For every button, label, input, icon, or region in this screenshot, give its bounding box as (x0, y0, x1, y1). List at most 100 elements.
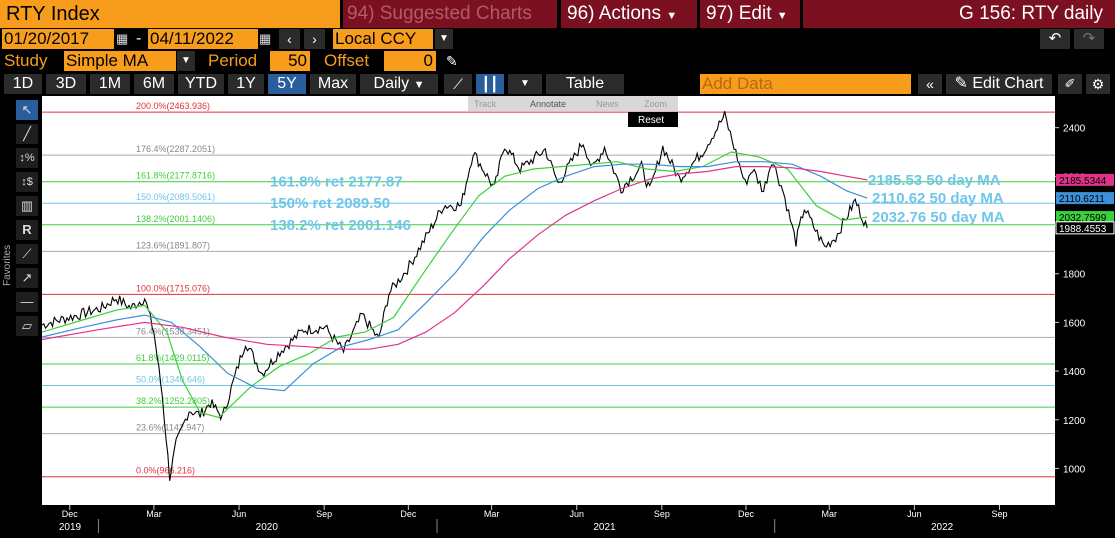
bar-chart-icon[interactable]: ┃┃ (476, 74, 504, 94)
actions-menu[interactable]: 96) Actions ▼ (561, 0, 697, 28)
pencil-icon: ✎ (954, 75, 968, 92)
edit-menu[interactable]: 97) Edit ▼ (700, 0, 800, 28)
series-line-ma200 (41, 166, 868, 350)
x-tick-label: Jun (569, 509, 584, 519)
chart-annotation[interactable]: 138.2% ret 2001.146 (270, 217, 411, 234)
track-mode-button[interactable]: Track (474, 99, 497, 109)
previous-period-button[interactable]: ‹ (279, 29, 300, 49)
reset-button[interactable] (628, 112, 678, 127)
x-tick-label: Mar (822, 509, 838, 519)
series-line-price (41, 111, 868, 481)
table-button[interactable]: Table (546, 74, 624, 94)
chart-annotation[interactable]: 150% ret 2089.50 (270, 195, 390, 212)
chart-annotation[interactable]: 2110.62 50 day MA (872, 190, 1004, 207)
x-tick-label: Dec (400, 509, 417, 519)
edit-label: 97) Edit (706, 3, 772, 24)
range-3d[interactable]: 3D (46, 74, 86, 94)
fibonacci-tool-icon[interactable]: ▥ (16, 196, 38, 216)
redo-icon[interactable]: ↷ (1074, 29, 1104, 49)
add-data-input[interactable]: Add Data (700, 74, 911, 94)
fib-level-label: 100.0%(1715.076) (136, 283, 210, 293)
x-tick-label: Sep (991, 509, 1007, 519)
year-label: 2021 (593, 522, 616, 533)
fib-level-label: 76.4%(1538.3451) (136, 326, 210, 336)
currency-select[interactable]: Local CCY (333, 29, 433, 49)
range-1m[interactable]: 1M (90, 74, 130, 94)
frequency-select[interactable]: Daily ▼ (360, 74, 438, 94)
range-max[interactable]: Max (310, 74, 356, 94)
x-tick-label: Dec (738, 509, 755, 519)
dollar-tool-icon[interactable]: ↕$ (16, 172, 38, 192)
calendar-icon[interactable]: ▦ (116, 31, 129, 46)
chevron-down-icon: ▼ (666, 10, 678, 22)
range-1y[interactable]: 1Y (228, 74, 264, 94)
chevron-down-icon[interactable]: ▼ (177, 51, 195, 71)
last-value-tag (1055, 221, 1115, 235)
fib-level-label: 150.0%(2089.5061) (136, 192, 215, 202)
zoom-mode-button[interactable]: Zoom (644, 99, 667, 109)
chevron-down-icon[interactable]: ▼ (508, 74, 542, 94)
pencil-icon[interactable]: ✎ (446, 53, 458, 69)
range-6m[interactable]: 6M (134, 74, 174, 94)
frequency-label: Daily (373, 75, 410, 92)
year-label: 2022 (931, 522, 954, 533)
calendar-icon[interactable]: ▦ (259, 31, 272, 46)
fib-level-label: 38.2%(1252.2805) (136, 396, 210, 406)
x-tick-label: Sep (654, 509, 670, 519)
channel-icon[interactable]: ▱ (16, 316, 38, 336)
ray-icon[interactable]: ↗ (16, 268, 38, 288)
line-draw-icon[interactable]: ╱ (16, 124, 38, 144)
range-bar: 1D 3D 1M 6M YTD 1Y 5Y Max Daily ▼ ⟋ ┃┃ ▼… (0, 72, 1115, 96)
annotate-icon[interactable]: ✐ (1058, 74, 1082, 94)
fib-level-label: 176.4%(2287.2051) (136, 144, 215, 154)
start-date-field[interactable]: 01/20/2017 (2, 29, 114, 49)
fib-level-label: 61.8%(1429.0115) (136, 353, 209, 363)
fib-level-label: 0.0%(966.216) (136, 466, 195, 476)
end-date-field[interactable]: 04/11/2022 (148, 29, 258, 49)
drawing-tools-sidebar: Favorites ↖ ╱ ↕% ↕$ ▥ R ⟋ ↗ — ▱ (0, 96, 42, 533)
range-5y[interactable]: 5Y (268, 74, 306, 94)
line-chart-icon[interactable]: ⟋ (444, 74, 472, 94)
percent-tool-icon[interactable]: ↕% (16, 148, 38, 168)
cursor-icon[interactable]: ↖ (16, 100, 38, 120)
x-tick-label: Mar (146, 509, 162, 519)
range-1d[interactable]: 1D (4, 74, 42, 94)
favorites-tab[interactable]: Favorites (2, 244, 13, 286)
last-value-label: 2185.5344 (1059, 176, 1107, 187)
chevron-down-icon[interactable]: ▼ (435, 29, 453, 49)
range-ytd[interactable]: YTD (178, 74, 224, 94)
undo-icon[interactable]: ↶ (1040, 29, 1070, 49)
fib-level-label: 23.6%(1142.947) (136, 423, 204, 433)
top-bar: RTY Index 94) Suggested Charts 96) Actio… (0, 0, 1115, 28)
fib-level-label: 138.2%(2001.1406) (136, 214, 215, 224)
suggested-charts-button[interactable]: 94) Suggested Charts (343, 0, 557, 28)
period-input[interactable]: 50 (270, 51, 310, 71)
x-tick-label: Dec (62, 509, 79, 519)
chart-area[interactable]: 200.0%(2463.936) 176.4%(2287.2051) 161.8%(… (41, 96, 1115, 533)
text-tool-icon[interactable]: R (16, 220, 38, 240)
news-mode-button[interactable]: News (596, 99, 619, 109)
trendline-icon[interactable]: ⟋ (16, 244, 38, 264)
chart-annotation[interactable]: 2032.76 50 day MA (872, 209, 1005, 226)
offset-input[interactable]: 0 (384, 51, 436, 71)
last-value-label: 1988.4553 (1059, 224, 1107, 235)
y-tick-label: 2400 (1063, 124, 1086, 135)
y-tick-label: 1200 (1063, 416, 1086, 427)
chart-annotation[interactable]: 161.8% ret 2177.87 (270, 174, 403, 191)
study-select[interactable]: Simple MA (64, 51, 176, 71)
y-tick-label: 1600 (1063, 318, 1086, 329)
fib-level-label: 123.6%(1891.807) (136, 240, 210, 250)
period-label: Period (208, 51, 258, 70)
gear-icon[interactable]: ⚙ (1086, 74, 1110, 94)
annotate-mode-button[interactable]: Annotate (530, 99, 566, 109)
series-line-ma100 (41, 161, 868, 392)
next-period-button[interactable]: › (304, 29, 325, 49)
chart-svg[interactable]: 200.0%(2463.936) 176.4%(2287.2051) 161.8%(… (41, 96, 1115, 533)
edit-chart-button[interactable]: ✎ Edit Chart (946, 74, 1052, 94)
horizontal-line-icon[interactable]: — (16, 292, 38, 312)
chart-title: G 156: RTY daily (803, 0, 1115, 28)
ticker-field[interactable]: RTY Index (0, 0, 340, 28)
chart-annotation[interactable]: 2185.53 50 day MA (868, 172, 1001, 189)
date-separator: - (136, 30, 142, 47)
collapse-icon[interactable]: « (918, 74, 942, 94)
